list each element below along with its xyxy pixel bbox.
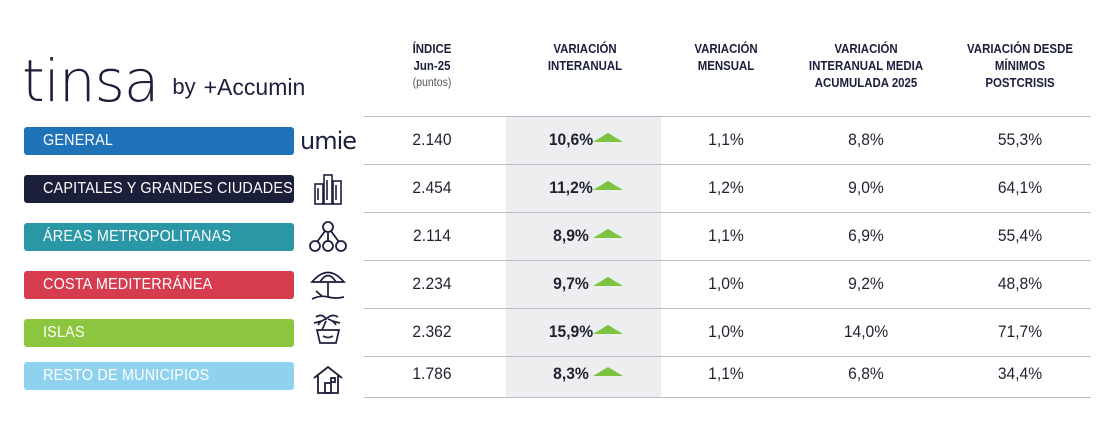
column-header-line: INTERANUAL MEDIA xyxy=(808,58,924,73)
table-cell-variacion-media-acumulada: 8,8% xyxy=(848,130,884,149)
table-cell-variacion-interanual: 8,9% xyxy=(553,226,589,245)
island-palm-icon xyxy=(304,311,352,351)
beach-umbrella-icon xyxy=(304,265,352,305)
table-cell-indice: 1.786 xyxy=(412,364,452,383)
row-label-capitales: CAPITALES Y GRANDES CIUDADES xyxy=(24,175,294,203)
row-label-text: COSTA MEDITERRÁNEA xyxy=(43,276,213,293)
row-label-text: GENERAL xyxy=(43,132,114,149)
table-cell-variacion-interanual: 10,6% xyxy=(548,130,594,149)
up-arrow-icon xyxy=(593,229,623,238)
row-label-text: ISLAS xyxy=(43,324,85,341)
table-cell-variacion-media-acumulada: 9,2% xyxy=(848,274,884,293)
tinsa-logo: tinsa by +Accumin xyxy=(22,40,305,110)
table-cell-variacion-minimos: 64,1% xyxy=(997,178,1043,197)
umie-logo-text: umie xyxy=(299,127,357,155)
table-row-separator xyxy=(364,308,1091,309)
column-header-variacion-minimos: VARIACIÓN DESDE MÍNIMOS POSTCRISIS xyxy=(958,40,1081,91)
table-cell-variacion-interanual: 8,3% xyxy=(553,364,589,383)
column-header-variacion-media-acumulada: VARIACIÓN INTERANUAL MEDIA ACUMULADA 202… xyxy=(796,40,937,91)
column-header-variacion-interanual: VARIACIÓN INTERANUAL xyxy=(519,40,651,74)
table-cell-indice: 2.114 xyxy=(413,226,451,245)
logo-main-text: tinsa xyxy=(22,47,159,115)
column-header-sub: (puntos) xyxy=(412,75,452,89)
table-cell-indice: 2.140 xyxy=(412,130,452,149)
table-row-separator xyxy=(364,397,1091,398)
network-icon xyxy=(304,217,352,257)
table-cell-variacion-media-acumulada: 6,9% xyxy=(848,226,884,245)
up-arrow-icon xyxy=(593,133,623,142)
umie-logo: umie xyxy=(300,121,357,161)
up-arrow-icon xyxy=(593,181,623,190)
table-cell-variacion-minimos: 55,4% xyxy=(997,226,1043,245)
table-cell-variacion-minimos: 34,4% xyxy=(997,364,1043,383)
table-cell-variacion-mensual: 1,2% xyxy=(708,178,744,197)
column-header-line: VARIACIÓN xyxy=(553,41,617,56)
table-cell-variacion-mensual: 1,1% xyxy=(708,130,744,149)
column-header-line: INTERANUAL xyxy=(547,58,623,73)
table-cell-variacion-minimos: 71,7% xyxy=(997,322,1043,341)
table-row-separator xyxy=(364,116,1091,117)
column-header-line: POSTCRISIS xyxy=(985,75,1055,90)
table-cell-variacion-mensual: 1,0% xyxy=(708,274,744,293)
column-header-line: Jun-25 xyxy=(413,58,451,73)
table-cell-variacion-minimos: 48,8% xyxy=(997,274,1043,293)
row-label-resto-municipios: RESTO DE MUNICIPIOS xyxy=(24,362,294,390)
logo-partner-text: +Accumin xyxy=(203,74,306,100)
column-header-line: VARIACIÓN DESDE xyxy=(967,41,1073,56)
column-header-line: VARIACIÓN xyxy=(694,41,758,56)
table-row-separator xyxy=(364,164,1091,165)
table-cell-variacion-mensual: 1,0% xyxy=(708,322,744,341)
table-cell-indice: 2.234 xyxy=(412,274,452,293)
table-cell-variacion-media-acumulada: 14,0% xyxy=(843,322,889,341)
table-cell-variacion-media-acumulada: 6,8% xyxy=(848,364,884,383)
column-header-line: ÍNDICE xyxy=(412,41,452,56)
column-header-line: MENSUAL xyxy=(697,58,755,73)
row-label-text: RESTO DE MUNICIPIOS xyxy=(43,367,210,384)
table-cell-variacion-interanual: 11,2% xyxy=(549,178,593,197)
row-label-text: ÁREAS METROPOLITANAS xyxy=(43,228,232,245)
up-arrow-icon xyxy=(593,367,623,376)
highlight-column-background xyxy=(506,117,661,398)
table-cell-variacion-minimos: 55,3% xyxy=(997,130,1043,149)
table-cell-variacion-interanual: 9,7% xyxy=(553,274,589,293)
table-cell-variacion-mensual: 1,1% xyxy=(708,226,744,245)
table-row-separator xyxy=(364,260,1091,261)
row-label-islas: ISLAS xyxy=(24,319,294,347)
buildings-icon xyxy=(304,169,352,209)
row-label-general: GENERAL xyxy=(24,127,294,155)
table-cell-variacion-mensual: 1,1% xyxy=(708,364,744,383)
table-cell-indice: 2.362 xyxy=(412,322,452,341)
house-icon xyxy=(304,360,352,400)
table-row-separator xyxy=(364,212,1091,213)
table-cell-indice: 2.454 xyxy=(412,178,452,197)
row-label-text: CAPITALES Y GRANDES CIUDADES xyxy=(43,180,293,197)
logo-by-text: by xyxy=(172,74,196,99)
column-header-indice: ÍNDICE Jun-25 (puntos) xyxy=(386,40,478,91)
column-header-line: ACUMULADA 2025 xyxy=(814,75,918,90)
row-label-areas-metropolitanas: ÁREAS METROPOLITANAS xyxy=(24,223,294,251)
table-cell-variacion-media-acumulada: 9,0% xyxy=(848,178,884,197)
table-row-separator xyxy=(364,356,1091,357)
up-arrow-icon xyxy=(593,277,623,286)
column-header-variacion-mensual: VARIACIÓN MENSUAL xyxy=(673,40,779,74)
row-label-costa-mediterranea: COSTA MEDITERRÁNEA xyxy=(24,271,294,299)
up-arrow-icon xyxy=(593,325,623,334)
column-header-line: VARIACIÓN xyxy=(834,41,898,56)
column-header-line: MÍNIMOS xyxy=(994,58,1046,73)
table-cell-variacion-interanual: 15,9% xyxy=(548,322,594,341)
